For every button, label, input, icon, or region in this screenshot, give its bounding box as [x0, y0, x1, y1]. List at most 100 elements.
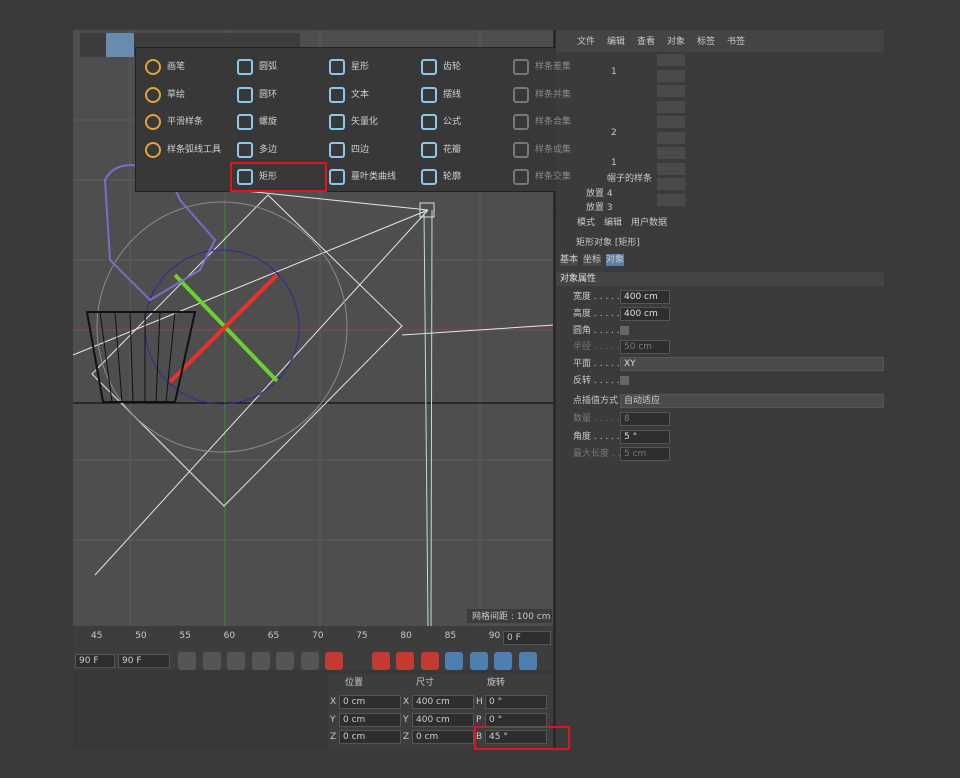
menu-item[interactable]: 文件 [577, 37, 596, 47]
menu-icon[interactable] [329, 141, 345, 158]
frame-field[interactable]: 90 F [118, 654, 170, 668]
coord-field[interactable]: 0 ° [485, 712, 547, 727]
prop-field[interactable]: 50 cm [620, 340, 670, 355]
transport-button[interactable] [325, 652, 343, 670]
menu-item[interactable]: 花瓣 [443, 144, 462, 155]
tab[interactable]: 坐标 [583, 254, 602, 266]
menu-item[interactable]: 圆弧 [259, 62, 278, 72]
menu-item[interactable]: 星形 [351, 62, 370, 72]
menu-icon[interactable] [237, 141, 253, 158]
menu-icon[interactable] [421, 141, 437, 158]
tab[interactable]: 基本 [560, 254, 579, 266]
menu-icon[interactable] [513, 169, 529, 185]
menu-icon[interactable] [237, 169, 253, 185]
object-row[interactable]: 1 [611, 67, 617, 77]
transport-button[interactable] [371, 652, 390, 670]
menu-item[interactable]: 样条合集 [535, 117, 572, 127]
menu-icon[interactable] [421, 114, 437, 130]
transport-button[interactable] [276, 652, 294, 670]
menu-icon[interactable] [237, 59, 253, 75]
menu-item[interactable]: 样条交集 [535, 172, 572, 182]
menu-icon[interactable] [421, 59, 437, 75]
menu-item[interactable]: 编辑 [607, 37, 626, 47]
transport-button[interactable] [396, 652, 414, 670]
transport-button[interactable] [251, 652, 270, 670]
menu-item[interactable]: 四边 [351, 144, 370, 155]
menu-icon[interactable] [329, 169, 345, 185]
coord-field[interactable]: 0 cm [412, 730, 474, 744]
transport-button[interactable] [227, 652, 245, 670]
coord-field[interactable]: 0 ° [485, 695, 547, 709]
prop-field[interactable]: 400 cm [620, 306, 670, 321]
menu-item[interactable]: 模式 [577, 218, 596, 228]
coord-field[interactable]: 45 ° [485, 730, 547, 744]
prop-field[interactable]: XY [620, 357, 884, 372]
menu-icon[interactable] [145, 114, 161, 130]
coord-field[interactable]: 400 cm [412, 712, 474, 727]
menu-item[interactable]: 样条差集 [535, 62, 572, 72]
tab[interactable]: 对象 [606, 254, 625, 266]
menu-item[interactable]: 矢量化 [351, 117, 379, 127]
menu-icon[interactable] [237, 114, 253, 130]
prop-field[interactable]: 400 cm [620, 290, 670, 304]
object-row[interactable]: 放置 4 [586, 189, 613, 199]
menu-icon[interactable] [145, 86, 161, 103]
menu-item[interactable]: 圆环 [259, 89, 278, 100]
menu-item[interactable]: 摆线 [443, 89, 462, 100]
transport-button[interactable] [445, 652, 463, 670]
object-row[interactable]: 1 [611, 158, 617, 168]
menu-icon[interactable] [329, 59, 345, 75]
prop-field[interactable]: 8 [620, 412, 670, 426]
menu-item[interactable]: 轮廓 [443, 172, 462, 182]
coord-field[interactable]: 0 cm [339, 730, 401, 744]
menu-item[interactable]: 对象 [667, 37, 686, 47]
menu-icon[interactable] [421, 86, 437, 103]
object-row[interactable]: 2 [611, 128, 617, 138]
checkbox[interactable] [620, 376, 629, 385]
object-row[interactable]: 放置 3 [586, 203, 613, 213]
coord-field[interactable]: 0 cm [339, 712, 401, 727]
menu-item[interactable]: 标签 [697, 37, 716, 47]
menu-icon[interactable] [421, 169, 437, 185]
menu-item[interactable]: 画笔 [167, 62, 186, 72]
transport-button[interactable] [494, 652, 512, 670]
object-row[interactable]: 帽子的样条 [607, 174, 653, 184]
menu-item[interactable]: 蔓叶类曲线 [351, 172, 397, 182]
menu-item[interactable]: 多边 [259, 144, 278, 155]
menu-icon[interactable] [145, 59, 161, 75]
menu-item[interactable]: 用户数据 [631, 218, 668, 228]
checkbox[interactable] [620, 325, 629, 335]
menu-icon[interactable] [513, 86, 529, 103]
spline-tool-button[interactable] [106, 33, 134, 57]
menu-item[interactable]: 矩形 [259, 172, 278, 182]
menu-item[interactable]: 螺旋 [259, 117, 278, 127]
menu-item[interactable]: 公式 [443, 117, 462, 127]
frame-field[interactable]: 0 F [503, 631, 551, 645]
transport-button[interactable] [518, 652, 537, 670]
menu-icon[interactable] [513, 114, 529, 130]
menu-item[interactable]: 书签 [727, 37, 746, 47]
menu-item[interactable]: 文本 [351, 89, 370, 100]
prop-field[interactable]: 自动适应 [620, 394, 884, 408]
menu-icon[interactable] [329, 86, 345, 103]
menu-item[interactable]: 平滑样条 [167, 117, 204, 127]
coord-field[interactable]: 0 cm [339, 695, 401, 709]
menu-item[interactable]: 草绘 [167, 89, 186, 100]
menu-icon[interactable] [329, 114, 345, 130]
transport-button[interactable] [300, 652, 319, 670]
prop-field[interactable]: 5 ° [620, 429, 670, 444]
transport-button[interactable] [469, 652, 488, 670]
transport-button[interactable] [202, 652, 221, 670]
menu-icon[interactable] [237, 86, 253, 103]
menu-icon[interactable] [513, 59, 529, 75]
menu-item[interactable]: 查看 [637, 37, 656, 47]
menu-item[interactable]: 齿轮 [443, 62, 462, 72]
menu-icon[interactable] [513, 141, 529, 158]
frame-field[interactable]: 90 F [75, 654, 115, 668]
coord-field[interactable]: 400 cm [412, 695, 474, 709]
menu-icon[interactable] [145, 141, 161, 158]
prop-field[interactable]: 5 cm [620, 447, 670, 461]
menu-item[interactable]: 样条并集 [535, 89, 572, 100]
menu-item[interactable]: 编辑 [604, 218, 623, 228]
menu-item[interactable]: 样条或集 [535, 144, 572, 155]
